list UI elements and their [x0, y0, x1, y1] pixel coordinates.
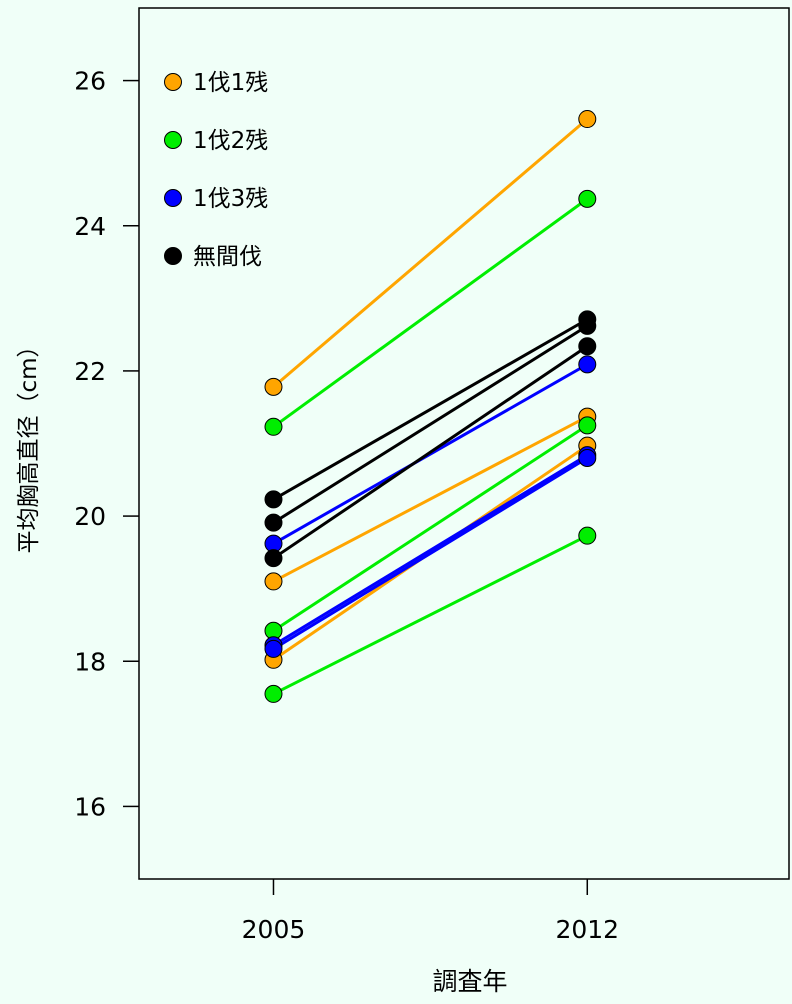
series-line-4	[272, 424, 589, 633]
data-point-4-1	[578, 416, 597, 435]
data-point-9-0	[264, 490, 283, 509]
series-line-11	[272, 344, 589, 560]
legend-label: 1伐2残	[193, 128, 268, 154]
legend-marker	[164, 73, 182, 91]
data-point-3-0	[264, 417, 283, 436]
y-axis: 16 18 20 22 24 26	[74, 67, 139, 821]
data-point-0-0	[264, 377, 283, 396]
data-point-0-1	[578, 110, 597, 129]
legend-marker	[164, 189, 182, 207]
x-axis: 2005 2012	[242, 879, 619, 944]
series-line-0	[272, 117, 589, 389]
data-point-11-0	[264, 549, 283, 568]
data-point-10-0	[264, 513, 283, 532]
series-line-6	[272, 363, 589, 545]
series-line-3	[272, 197, 589, 429]
data-point-1-0	[264, 572, 283, 591]
x-axis-label: 調査年	[432, 967, 507, 996]
data-point-5-0	[264, 684, 283, 703]
data-point-8-1	[578, 449, 597, 468]
data-point-6-1	[578, 355, 597, 374]
data-point-11-1	[578, 337, 597, 356]
data-point-8-0	[264, 639, 283, 658]
x-tick-label: 2005	[242, 915, 306, 944]
legend-marker	[164, 131, 182, 149]
y-tick-label: 24	[74, 212, 106, 241]
legend-label: 無間伐	[193, 244, 262, 270]
data-point-3-1	[578, 189, 597, 208]
data-point-5-1	[578, 526, 597, 545]
y-tick-label: 16	[74, 792, 106, 821]
y-tick-label: 20	[74, 502, 106, 531]
series-line-8	[272, 456, 589, 651]
series-layer	[264, 110, 597, 703]
plot-frame	[138, 7, 790, 880]
y-tick-label: 18	[74, 647, 106, 676]
series-line-7	[272, 453, 589, 647]
series-line-1	[272, 415, 588, 583]
series-line-9	[272, 318, 589, 501]
series-line-5	[272, 534, 588, 696]
legend-marker	[164, 247, 182, 265]
x-tick-label: 2012	[555, 915, 619, 944]
legend-label: 1伐1残	[193, 70, 268, 96]
series-line-10	[272, 324, 589, 524]
y-tick-label: 26	[74, 67, 106, 96]
y-axis-label: 平均胸高直径（cm）	[16, 334, 42, 553]
data-point-10-1	[578, 316, 597, 335]
legend-label: 1伐3残	[193, 186, 268, 212]
y-tick-label: 22	[74, 357, 106, 386]
